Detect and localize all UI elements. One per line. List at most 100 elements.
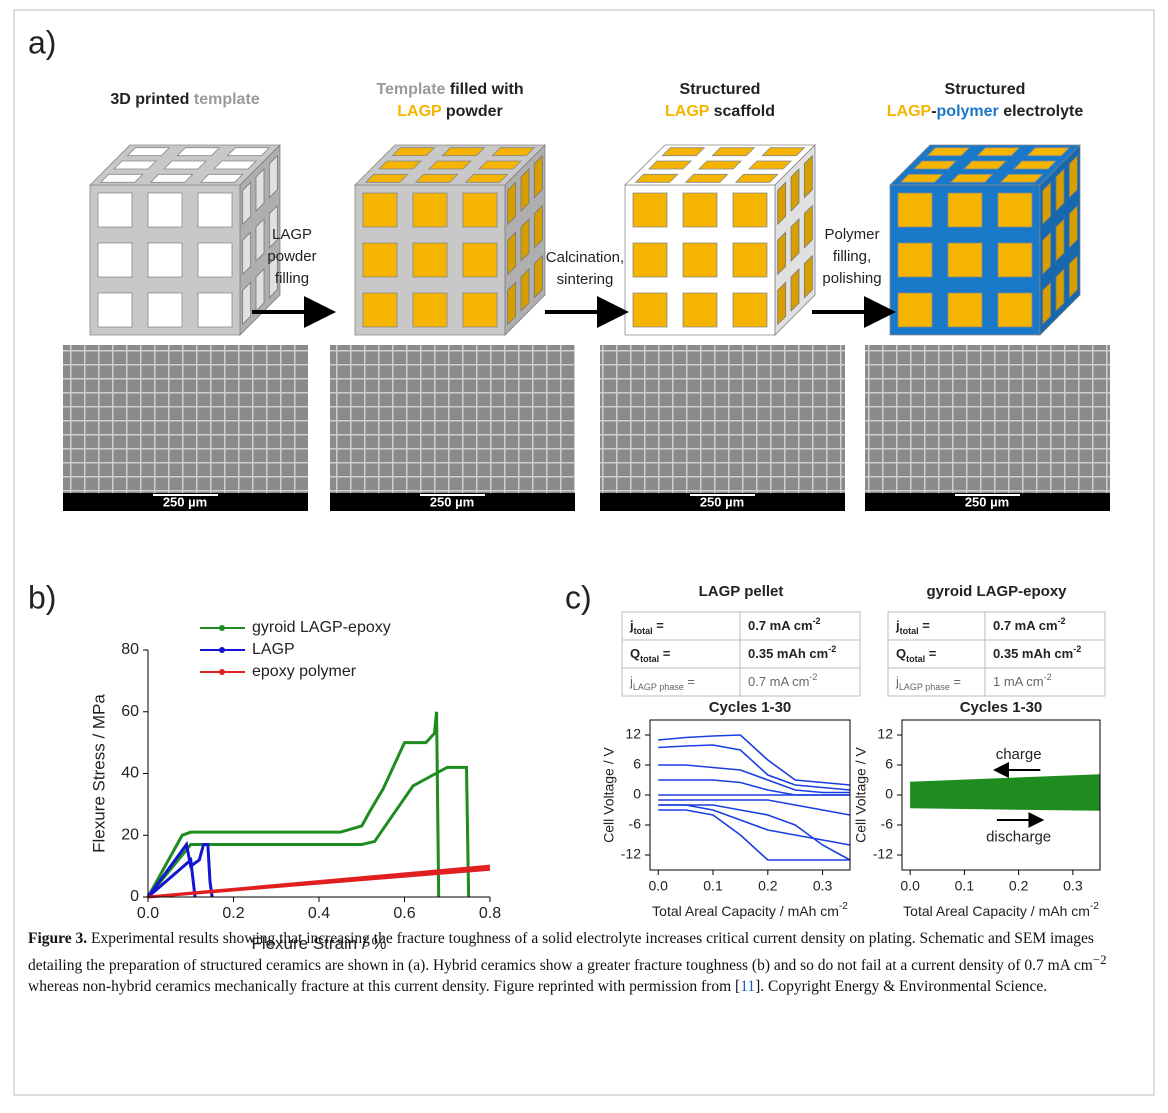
title-segment: Structured (945, 81, 1026, 98)
table-text: jtotal = (895, 618, 930, 636)
window (977, 148, 1019, 156)
legend-marker (219, 625, 225, 631)
window (463, 193, 497, 227)
y-tick-label: -6 (629, 816, 642, 832)
caption-text: Experimental results showing that increa… (28, 930, 1094, 974)
x-tick-label: 0.2 (758, 878, 778, 894)
cell-main: 0.35 mAh cm (993, 646, 1073, 661)
window (463, 243, 497, 277)
chart-title: Cycles 1-30 (709, 699, 792, 716)
cell-sup: -2 (828, 644, 836, 654)
window (479, 161, 521, 169)
x-tick-label: 0.1 (703, 878, 723, 894)
window (363, 243, 397, 277)
arrow-label: Calcination, (546, 249, 624, 266)
window (948, 193, 982, 227)
y-tick-label: -6 (881, 816, 894, 832)
window (736, 174, 778, 182)
y-tick-label: 20 (121, 826, 139, 843)
panel-label: c) (565, 579, 592, 615)
cell-sub: total (906, 654, 925, 664)
table-text: 0.35 mAh cm-2 (993, 644, 1081, 661)
scale-bar-label: 250 µm (163, 494, 207, 509)
window (898, 193, 932, 227)
window (686, 174, 728, 182)
page: a)b)c)3D printed template250 µmTemplate … (0, 0, 1168, 1113)
cell-main: 0.7 mA cm (993, 618, 1058, 633)
arrow-label: filling (275, 270, 309, 287)
window (762, 148, 804, 156)
arrow-label: Polymer (824, 226, 879, 243)
window (379, 161, 421, 169)
table-title: gyroid LAGP-epoxy (926, 583, 1067, 600)
table-text: 0.7 mA cm-2 (993, 616, 1066, 633)
cell-main: 0.7 mA cm (748, 618, 813, 633)
cell-tail: = (925, 646, 937, 661)
x-tick-label: 0.3 (813, 878, 833, 894)
window (98, 293, 132, 327)
window (413, 193, 447, 227)
x-axis-label: Total Areal Capacity / mAh cm-2 (903, 901, 1099, 919)
x-label-sup: -2 (1090, 901, 1099, 912)
step-title: Structured (680, 81, 761, 98)
title-segment: Structured (680, 81, 761, 98)
x-tick-label: 0.2 (1009, 878, 1029, 894)
window (201, 174, 243, 182)
x-tick-label: 0.1 (955, 878, 975, 894)
window (733, 193, 767, 227)
window (198, 243, 232, 277)
panel-label: b) (28, 579, 56, 615)
scale-bar-label: 250 µm (700, 494, 744, 509)
series-line (658, 735, 850, 785)
y-axis-label: Flexure Stress / MPa (89, 694, 108, 853)
window (636, 174, 678, 182)
x-label-sup: -2 (839, 901, 848, 912)
series-line (658, 765, 850, 793)
window (98, 193, 132, 227)
table-title: LAGP pellet (699, 583, 784, 600)
window (898, 293, 932, 327)
y-tick-label: 0 (130, 888, 139, 905)
window (948, 293, 982, 327)
window (413, 293, 447, 327)
window (101, 174, 143, 182)
y-axis-label: Cell Voltage / V (853, 746, 869, 842)
window (1027, 148, 1069, 156)
title-segment: scaffold (709, 103, 775, 120)
x-tick-label: 0.0 (137, 905, 159, 922)
caption-ref[interactable]: 11 (740, 978, 755, 995)
cell-main: 0.7 mA cm (748, 674, 809, 689)
window (227, 148, 269, 156)
series-line (658, 810, 850, 860)
sem-image (330, 345, 575, 493)
window (442, 148, 484, 156)
caption-sup: −2 (1093, 952, 1107, 967)
legend-label: gyroid LAGP-epoxy (252, 619, 391, 636)
window (198, 193, 232, 227)
step-title: LAGP scaffold (665, 103, 775, 120)
window (363, 193, 397, 227)
cell-main: Q (630, 646, 640, 661)
window (177, 148, 219, 156)
series-line (658, 745, 850, 790)
table-text: 0.7 mA cm-2 (748, 616, 821, 633)
chart-title: Cycles 1-30 (960, 699, 1043, 716)
cell-main: 0.35 mAh cm (748, 646, 828, 661)
cell-main: Q (896, 646, 906, 661)
window (366, 174, 408, 182)
window (898, 243, 932, 277)
scale-bar-label: 250 µm (965, 494, 1009, 509)
window (148, 193, 182, 227)
y-axis-label: Cell Voltage / V (601, 746, 617, 842)
table-text: 0.7 mA cm-2 (748, 672, 817, 689)
window (712, 148, 754, 156)
sem-image (600, 345, 845, 493)
window (413, 243, 447, 277)
step-title: LAGP powder (397, 103, 503, 120)
window (749, 161, 791, 169)
window (998, 193, 1032, 227)
title-segment: electrolyte (999, 103, 1084, 120)
legend-marker (219, 669, 225, 675)
y-tick-label: 80 (121, 641, 139, 658)
sem-image (63, 345, 308, 493)
